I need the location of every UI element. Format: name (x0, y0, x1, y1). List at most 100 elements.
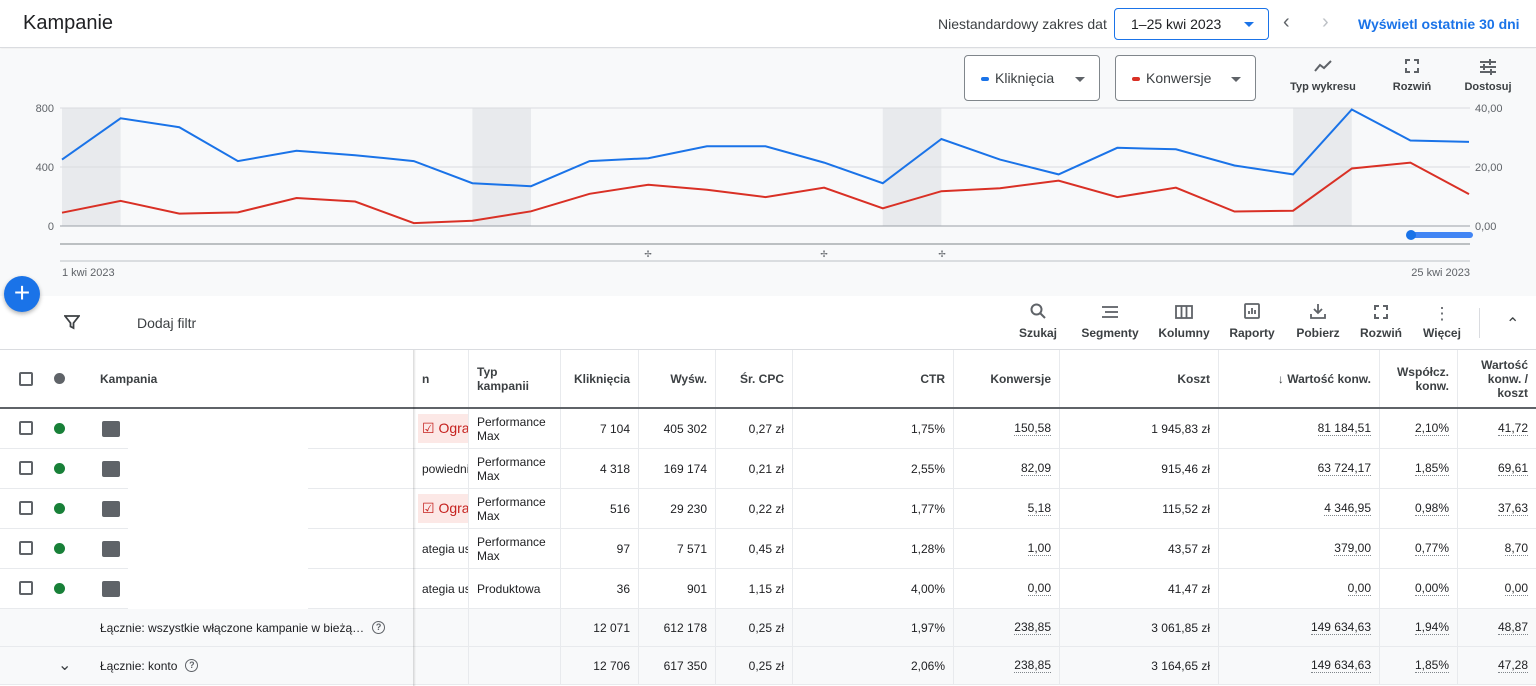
value-conv: 150,58 (1014, 421, 1051, 436)
chevron-up-icon[interactable]: ⌃ (1506, 316, 1520, 333)
header-conv[interactable]: Konwersje (953, 350, 1059, 407)
value-cost: 115,52 zł (1162, 501, 1210, 516)
campaign-name-redacted (128, 449, 308, 489)
campaign-type-cell: Produktowa (468, 569, 560, 608)
status-enabled-dot[interactable] (54, 543, 65, 554)
annotation-marker-icon: ✢ (938, 249, 946, 259)
campaign-name-redacted (128, 409, 308, 449)
table-row: ☑ Ogra Performance Max 516 29 230 0,22 zł 1,7… (0, 489, 1536, 529)
date-range-select[interactable]: 1–25 kwi 2023 (1114, 8, 1269, 40)
help-icon[interactable]: ? (372, 621, 386, 634)
value-cost: 43,57 zł (1167, 541, 1210, 556)
cell-ctr: 2,06% (792, 647, 953, 684)
chart-type-button[interactable]: Typ wykresu (1288, 59, 1358, 93)
cell-cost: 3 061,85 zł (1059, 609, 1218, 646)
campaign-name-redacted (128, 569, 308, 609)
add-filter-button[interactable]: Dodaj filtr (137, 315, 197, 331)
status-limited-badge[interactable]: ☑ Ogra (418, 414, 468, 443)
cell-conv: 1,00 (953, 529, 1059, 568)
shopping-campaign-icon (102, 581, 120, 597)
status-enabled-dot[interactable] (54, 583, 65, 594)
status-cell: ☑ Ogra (414, 409, 468, 448)
search-button[interactable]: Szukaj (1012, 302, 1064, 340)
reports-button[interactable]: Raporty (1228, 302, 1276, 340)
total-clicks: 12 706 (593, 658, 630, 673)
row-checkbox[interactable] (19, 501, 33, 515)
value-impr: 7 571 (676, 541, 707, 556)
columns-button[interactable]: Kolumny (1157, 302, 1211, 340)
status-limited-label: Ogra (438, 420, 468, 436)
total-account-row: ⌄ Łącznie: konto? 12 706 617 350 0,25 zł 2,06… (0, 647, 1536, 685)
total-cost: 3 164,65 zł (1151, 658, 1210, 673)
cell-cost: 915,46 zł (1059, 449, 1218, 488)
status-enabled-dot[interactable] (54, 423, 65, 434)
header-clicks[interactable]: Kliknięcia (560, 350, 638, 407)
columns-icon (1157, 302, 1211, 326)
header-value-cost[interactable]: Wartość konw. / koszt (1457, 350, 1536, 407)
status-enabled-dot[interactable] (54, 463, 65, 474)
total-cpc: 0,25 zł (748, 620, 784, 635)
total-label-cell: Łącznie: konto? (92, 647, 412, 684)
filter-icon[interactable] (64, 314, 80, 330)
more-button[interactable]: ⋮ Więcej (1420, 302, 1464, 340)
total-conv: 238,85 (1014, 620, 1051, 635)
cell-conv: 0,00 (953, 569, 1059, 608)
cell-cost: 3 164,65 zł (1059, 647, 1218, 684)
y-left-tick-label: 0 (48, 221, 54, 233)
value-cost: 41,47 zł (1167, 581, 1210, 596)
value-ctr: 1,75% (910, 421, 945, 436)
date-range-label: Niestandardowy zakres dat (938, 16, 1107, 32)
value-conv_rate: 0,00% (1414, 581, 1449, 596)
status-enabled-dot[interactable] (54, 503, 65, 514)
value-conv: 1,00 (1027, 541, 1051, 556)
y-right-tick-label: 0,00 (1475, 221, 1496, 233)
chart-type-label: Typ wykresu (1290, 81, 1356, 93)
expand-icon (1358, 302, 1404, 326)
header-cpc[interactable]: Śr. CPC (715, 350, 792, 407)
header-impr[interactable]: Wyśw. (638, 350, 715, 407)
x-end-label: 25 kwi 2023 (1411, 267, 1470, 279)
status-limited-badge[interactable]: ☑ Ogra (418, 494, 468, 523)
value-clicks: 4 318 (599, 461, 630, 476)
help-icon[interactable]: ? (185, 659, 199, 672)
metric2-select[interactable]: Konwersje (1115, 55, 1256, 101)
cell-conv_value: 149 634,63 (1218, 609, 1379, 646)
row-checkbox[interactable] (19, 421, 33, 435)
value-ctr: 4,00% (910, 581, 945, 596)
chart-expand-button[interactable]: Rozwiń (1388, 59, 1436, 93)
select-all-checkbox[interactable] (19, 372, 33, 386)
header-cost[interactable]: Koszt (1059, 350, 1218, 407)
header-conv-value[interactable]: ↓ Wartość konw. (1218, 350, 1379, 407)
chevron-right-icon[interactable]: › (1322, 11, 1329, 33)
cell-conv_value: 81 184,51 (1218, 409, 1379, 448)
chevron-left-icon[interactable]: ‹ (1283, 11, 1290, 33)
add-campaign-fab[interactable]: + (4, 276, 40, 312)
header-campaign[interactable]: Kampania (100, 371, 158, 386)
value-cpc: 0,21 zł (748, 461, 784, 476)
performance-max-icon (102, 501, 120, 517)
header-status[interactable]: n (422, 371, 430, 386)
header-type[interactable]: Typ kampanii (468, 350, 560, 407)
cell-impr: 612 178 (638, 609, 715, 646)
value-conv_value: 379,00 (1334, 541, 1371, 556)
cell-clicks: 4 318 (560, 449, 638, 488)
cell-value_cost: 41,72 (1457, 409, 1536, 448)
value-conv: 0,00 (1027, 581, 1051, 596)
header-ctr[interactable]: CTR (792, 350, 953, 407)
tune-icon (1460, 59, 1516, 81)
cell-value_cost: 37,63 (1457, 489, 1536, 528)
row-checkbox[interactable] (19, 541, 33, 555)
header-conv-rate[interactable]: Współcz. konw. (1379, 350, 1457, 407)
row-checkbox[interactable] (19, 461, 33, 475)
table-expand-button[interactable]: Rozwiń (1358, 302, 1404, 340)
chart-adjust-button[interactable]: Dostosuj (1460, 59, 1516, 93)
last-30-days-link[interactable]: Wyświetl ostatnie 30 dni (1358, 16, 1520, 32)
download-button[interactable]: Pobierz (1292, 302, 1344, 340)
chevron-down-icon[interactable]: ⌄ (58, 657, 72, 674)
dropdown-caret-icon (1244, 22, 1254, 27)
table-row: ☑ Ogra Performance Max 7 104 405 302 0,27 zł… (0, 409, 1536, 449)
segments-button[interactable]: Segmenty (1080, 302, 1140, 340)
metric1-select[interactable]: Kliknięcia (964, 55, 1100, 101)
row-checkbox[interactable] (19, 581, 33, 595)
total-conv_rate: 1,85% (1414, 658, 1449, 673)
